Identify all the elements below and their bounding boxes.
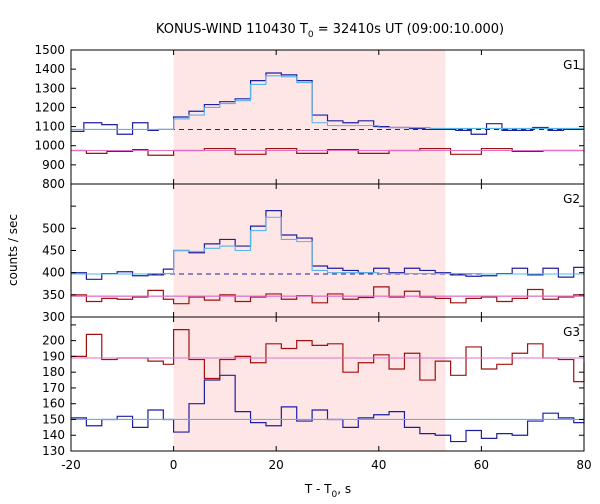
y-tick-label: 1000 [34,139,65,153]
chart-title-main: KONUS-WIND 110430 T [156,22,308,37]
x-axis-label-rest: , s [337,482,351,496]
panel-label: G3 [563,325,580,339]
y-tick-label: 800 [42,177,65,191]
highlight-interval [173,317,446,451]
x-tick-label: -20 [61,458,81,472]
x-axis-label: T - T0, s [304,482,351,500]
y-tick-label: 400 [42,266,65,280]
y-tick-label: 1500 [34,43,65,57]
y-tick-label: 900 [42,158,65,172]
y-tick-label: 1100 [34,120,65,134]
panel-label: G2 [563,192,580,206]
y-tick-label: 150 [42,412,65,426]
chart-title-subscript: 0 [308,30,314,40]
y-tick-label: 450 [42,244,65,258]
chart-title-rest: = 32410s UT (09:00:10.000) [314,22,504,37]
series-red-g1 [71,147,585,156]
y-tick-label: 190 [42,349,65,363]
series-lightblue-g1 [71,75,585,130]
y-tick-label: 170 [42,381,65,395]
x-tick-label: 60 [474,458,489,472]
series-red-g2 [71,286,585,305]
y-tick-label: 1300 [34,81,65,95]
y-tick-label: 180 [42,365,65,379]
panel-g2: G2 300 350 400 450 500 [42,183,585,324]
series-red-g3 [71,329,585,383]
y-tick-label: 160 [42,397,65,411]
highlight-interval [173,50,446,184]
x-tick-label: 20 [269,458,284,472]
highlight-interval [173,184,446,317]
y-tick-label: 350 [42,288,65,302]
y-tick-label: 1400 [34,62,65,76]
y-tick-label: 140 [42,428,65,442]
chart-title: KONUS-WIND 110430 T0 = 32410s UT (09:00:… [156,22,504,40]
panel-frame [70,316,585,452]
x-tick-label: 80 [576,458,591,472]
series-lightblue-g2 [71,216,584,275]
y-tick-label: 130 [42,444,65,458]
x-axis-label-main: T - T [304,482,332,496]
plot-layer: G1800900100011001200130014001500G2300350… [34,43,591,472]
x-axis-label-subscript: 0 [332,490,338,500]
y-tick-label: 500 [42,221,65,235]
x-tick-label: 0 [170,458,178,472]
x-tick-label: 40 [371,458,386,472]
panel-label: G1 [563,58,580,72]
y-tick-label: 200 [42,334,65,348]
y-tick-label: 1200 [34,100,65,114]
panel-g1: G1 800 900 1000 1100 1200 1300 1400 1500 [34,43,585,191]
y-tick-label: 300 [42,310,65,324]
y-axis-label: counts / sec [6,214,20,286]
